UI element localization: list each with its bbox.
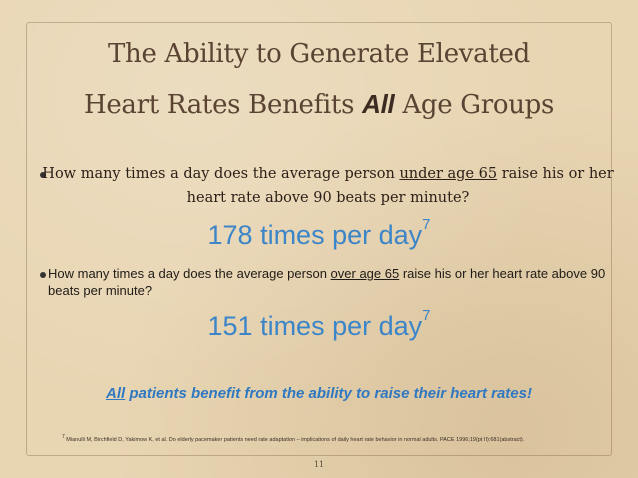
question-over-65: How many times a day does the average pe… xyxy=(48,265,608,299)
answer-2-ref: 7 xyxy=(422,307,431,324)
question-1-text-a: How many times a day does the average pe… xyxy=(42,166,400,182)
title-emphasis: All xyxy=(362,89,395,119)
answer-1-ref: 7 xyxy=(422,216,431,233)
page-number: 11 xyxy=(313,460,325,469)
reference-footnote: 7 Mianulli M, Birchfield D, Yakimow K, e… xyxy=(62,434,622,443)
conclusion-text: patients benefit from the ability to rai… xyxy=(125,385,532,402)
answer-over-65: 151 times per day7 xyxy=(0,307,638,342)
question-2-text-b: raise his or her heart rate above 90 bea… xyxy=(48,266,606,298)
question-1-underlined: under age 65 xyxy=(399,166,498,182)
conclusion: All patients benefit from the ability to… xyxy=(0,385,638,402)
reference-text: Mianulli M, Birchfield D, Yakimow K, et … xyxy=(64,436,525,443)
question-2-text-a: How many times a day does the average pe… xyxy=(48,266,331,281)
slide-border xyxy=(26,22,612,456)
question-under-65: How many times a day does the average pe… xyxy=(38,162,618,210)
title-text-2a: Heart Rates Benefits xyxy=(83,90,363,120)
bullet-dot-2 xyxy=(40,272,46,278)
slide-title-line-2: Heart Rates Benefits All Age Groups xyxy=(0,86,638,123)
bullet-dot-1 xyxy=(40,172,46,178)
question-2-underlined: over age 65 xyxy=(330,266,400,281)
title-text-1: The Ability to Generate Elevated xyxy=(108,39,530,69)
reference-number: 7 xyxy=(62,434,65,440)
slide-title-line-1: The Ability to Generate Elevated xyxy=(0,36,638,72)
title-text-2b: Age Groups xyxy=(394,90,555,120)
answer-2-text: 151 times per day xyxy=(207,311,423,341)
question-1-text-b: raise his or her heart rate above 90 bea… xyxy=(186,166,614,206)
conclusion-emphasis: All xyxy=(106,385,126,402)
answer-1-text: 178 times per day xyxy=(207,220,423,250)
answer-under-65: 178 times per day7 xyxy=(0,216,638,251)
